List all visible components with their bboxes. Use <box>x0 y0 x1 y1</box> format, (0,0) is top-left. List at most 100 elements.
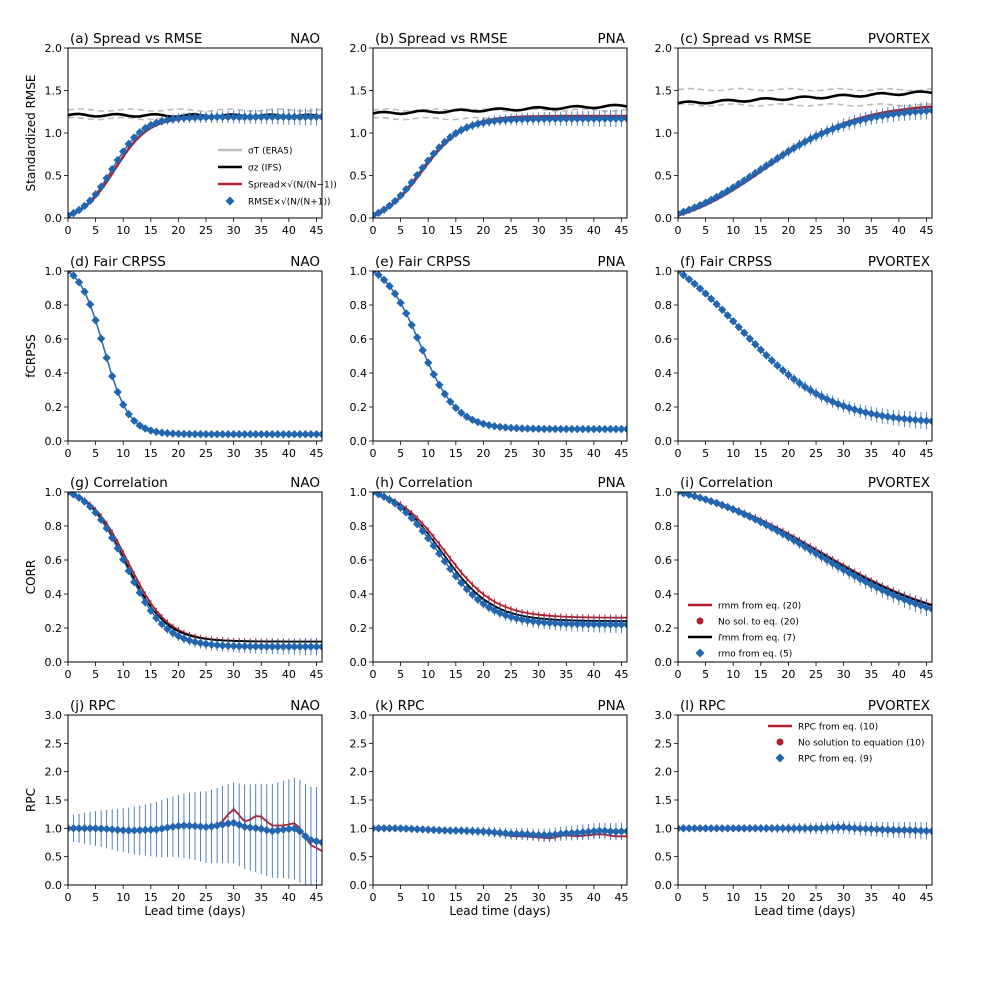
x-tick-label: 45 <box>614 447 628 460</box>
data-point-diamond <box>789 374 799 384</box>
x-tick-label: 20 <box>476 224 490 237</box>
legend-diamond <box>225 196 235 206</box>
legend-label: RPC from eq. (9) <box>798 755 872 765</box>
data-point-diamond <box>927 604 932 614</box>
data-point-diamond <box>473 827 483 836</box>
axes-frame <box>67 491 323 663</box>
x-tick-label: 15 <box>144 224 158 237</box>
y-axis-label: fCRPSS <box>24 334 38 377</box>
x-tick-label: 35 <box>864 668 878 681</box>
y-tick-label: 0.5 <box>350 170 368 183</box>
data-point-diamond <box>800 382 810 392</box>
data-point-diamond <box>168 114 178 124</box>
data-point-diamond <box>745 824 754 833</box>
data-point-diamond <box>889 109 898 119</box>
data-point-diamond <box>778 824 788 833</box>
y-tick-label: 2.0 <box>655 766 673 779</box>
panel-region: NAO <box>290 254 320 270</box>
x-tick-label: 20 <box>781 224 795 237</box>
data-point-diamond <box>567 828 576 838</box>
x-tick-label: 5 <box>702 447 709 460</box>
x-tick-label: 40 <box>587 224 601 237</box>
data-point-diamond <box>922 106 931 115</box>
plot-area <box>373 103 627 218</box>
panel-region: NAO <box>290 698 320 714</box>
series-line-red <box>373 492 627 619</box>
data-point-diamond <box>701 198 710 207</box>
data-point-diamond <box>900 825 909 835</box>
data-point-diamond <box>512 829 521 839</box>
data-point-diamond <box>146 606 156 615</box>
data-point-diamond <box>157 428 167 437</box>
x-tick-label: 20 <box>781 447 795 460</box>
y-tick-label: 0.2 <box>655 401 673 414</box>
data-point-diamond <box>424 825 433 834</box>
data-point-diamond <box>905 825 915 835</box>
data-point-diamond <box>800 542 810 551</box>
data-point-diamond <box>723 824 732 833</box>
data-point-diamond <box>734 824 743 833</box>
data-point-diamond <box>911 826 920 835</box>
data-point-diamond <box>207 822 216 831</box>
data-point-diamond <box>163 429 172 438</box>
y-tick-label: 0.5 <box>655 170 673 183</box>
y-tick-label: 0.2 <box>45 401 63 414</box>
x-tick-label: 30 <box>532 668 546 681</box>
data-point-diamond <box>512 614 521 623</box>
data-point-diamond <box>795 140 804 150</box>
data-point-diamond <box>833 122 843 132</box>
data-point-diamond <box>306 112 316 122</box>
data-point-diamond <box>295 112 305 122</box>
y-tick-label: 3.0 <box>45 709 63 722</box>
data-point-diamond <box>839 565 848 574</box>
data-point-diamond <box>69 208 78 218</box>
data-point-diamond <box>273 642 283 651</box>
data-point-diamond <box>435 549 444 558</box>
data-point-diamond <box>911 415 920 425</box>
y-tick-label: 0.0 <box>350 656 368 669</box>
data-point-diamond <box>462 412 472 421</box>
data-point-diamond <box>96 824 106 833</box>
plot-area <box>373 492 627 634</box>
data-point-diamond <box>102 353 111 363</box>
data-point-diamond <box>96 182 106 191</box>
y-tick-label: 1.5 <box>655 794 673 807</box>
data-point-diamond <box>135 588 144 597</box>
x-tick-label: 35 <box>254 447 268 460</box>
data-point-diamond <box>179 429 189 439</box>
data-point-diamond <box>795 378 804 388</box>
y-tick-label: 0.0 <box>45 212 63 225</box>
data-point-diamond <box>418 163 427 172</box>
x-tick-label: 30 <box>837 224 851 237</box>
panel-h: 0 5 10 15 20 25 30 35 40 45 0.0 0.2 0.4 0.6 0.8 1.0 (h) … <box>350 475 629 681</box>
data-point-diamond <box>784 147 793 156</box>
x-tick-label: 25 <box>199 891 213 904</box>
data-point-diamond <box>545 618 554 628</box>
x-tick-label: 0 <box>370 891 377 904</box>
data-point-diamond <box>312 112 321 122</box>
y-tick-label: 0.0 <box>655 212 673 225</box>
y-tick-label: 1.0 <box>45 127 63 140</box>
data-point-diamond <box>872 825 881 834</box>
panel-region: PNA <box>598 475 626 491</box>
data-point-diamond <box>440 557 449 566</box>
y-tick-label: 0.0 <box>655 879 673 892</box>
data-point-diamond <box>284 642 294 651</box>
data-point-diamond <box>861 114 870 124</box>
data-point-diamond <box>69 271 78 280</box>
panel-title: (i) Correlation <box>680 475 773 491</box>
x-tick-label: 0 <box>65 447 72 460</box>
x-tick-label: 45 <box>309 891 323 904</box>
data-point-diamond <box>424 156 433 165</box>
data-point-diamond <box>573 619 582 629</box>
series-line-red <box>373 114 627 217</box>
data-point-diamond <box>528 424 538 433</box>
data-point-diamond <box>185 113 194 122</box>
data-point-diamond <box>712 300 721 309</box>
y-tick-label: 1.0 <box>45 822 63 835</box>
data-point-diamond <box>740 328 749 338</box>
x-tick-label: 20 <box>781 668 795 681</box>
data-point-diamond <box>684 275 694 284</box>
data-point-diamond <box>578 828 588 837</box>
data-point-diamond <box>729 317 738 326</box>
